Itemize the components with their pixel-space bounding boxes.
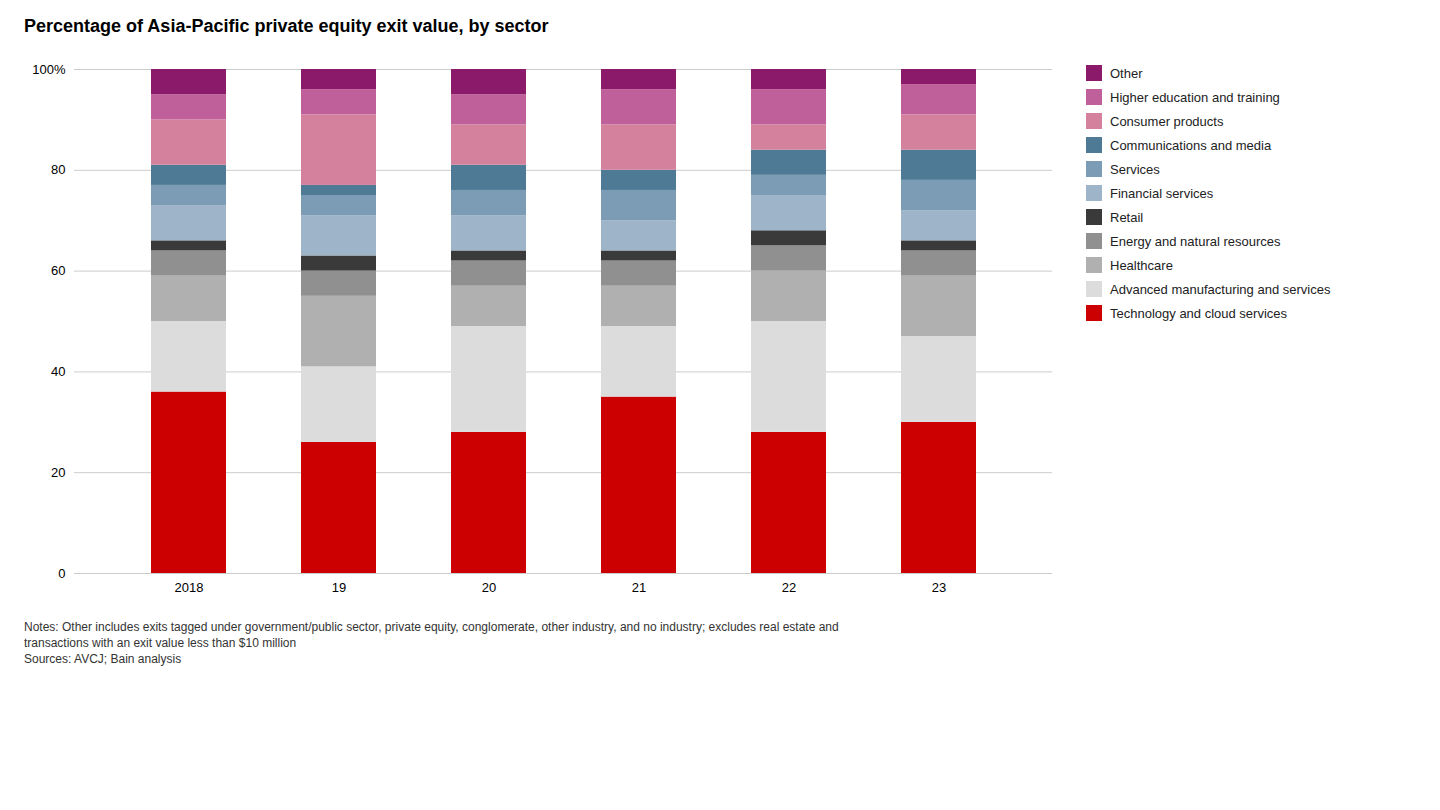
html-text:Consumer products: Consumer products [1110,113,1224,129]
html-text:Communications and media: Communications and media [1110,137,1272,153]
svg-text:20: 20 [51,465,65,480]
html-text:Services: Services [1110,161,1160,177]
svg-text:100%: 100% [32,62,66,77]
svg-text:23: 23 [932,580,946,595]
html-text:Other: Other [1110,65,1143,81]
html-text:Healthcare: Healthcare [1110,257,1173,273]
svg-text:0: 0 [58,566,65,581]
html-text:Notes: Other includes exits ta: Notes: Other includes exits tagged under… [24,620,839,667]
html-text:Retail: Retail [1110,209,1144,225]
svg-text:40: 40 [51,364,65,379]
html-text:Financial services: Financial services [1110,185,1214,201]
svg-text:2018: 2018 [175,580,204,595]
svg-text:22: 22 [782,580,796,595]
html-text:Higher education and training: Higher education and training [1110,89,1280,105]
html-text:Energy and natural resources: Energy and natural resources [1110,233,1281,249]
svg-text:19: 19 [332,580,346,595]
html-text:Technology and cloud services: Technology and cloud services [1110,305,1288,321]
html-text:Advanced manufacturing and ser: Advanced manufacturing and services [1110,281,1331,297]
svg-text:20: 20 [482,580,496,595]
html-text:Percentage of Asia-Pacific pri: Percentage of Asia-Pacific private equit… [24,16,549,36]
svg-text:21: 21 [632,580,646,595]
svg-text:60: 60 [51,263,65,278]
svg-text:80: 80 [51,162,65,177]
